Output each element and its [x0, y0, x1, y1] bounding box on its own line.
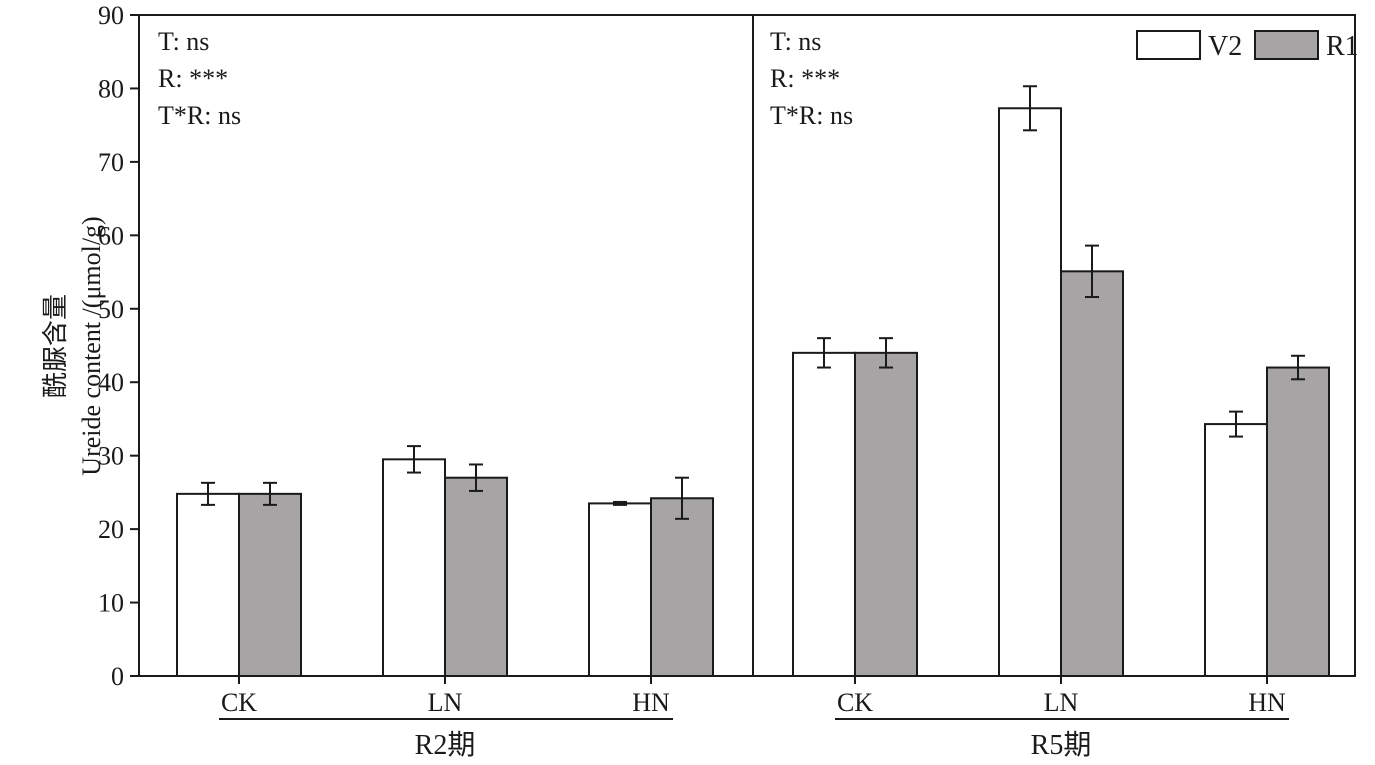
bar-r1-hn [650, 497, 714, 677]
x-category-label: LN [1044, 688, 1079, 717]
bar-r1-hn [1266, 366, 1330, 677]
bar-r1-ln [1060, 270, 1124, 677]
bar-v2-ck [792, 351, 856, 677]
stats-annotation: T*R: ns [158, 101, 241, 130]
y-tick-label: 80 [98, 74, 124, 103]
y-axis-label-cn: 酰脲含量 [41, 294, 71, 398]
y-tick-label: 90 [98, 1, 124, 30]
stats-annotation: T*R: ns [770, 101, 853, 130]
y-tick-label: 30 [98, 442, 124, 471]
y-tick-label: 10 [98, 589, 124, 618]
bar-v2-hn [588, 502, 652, 677]
legend-swatch-v2 [1136, 30, 1201, 60]
stage-label: R5期 [1031, 730, 1092, 761]
stats-annotation: T: ns [158, 27, 209, 56]
y-tick-label: 20 [98, 515, 124, 544]
axes-layer [130, 14, 1356, 720]
bar-v2-ln [382, 458, 446, 678]
stats-annotation: T: ns [770, 27, 821, 56]
plot-frame [138, 14, 1356, 677]
bar-r1-ln [444, 476, 508, 678]
stage-label: R2期 [415, 730, 476, 761]
y-tick-label: 50 [98, 295, 124, 324]
legend-label-v2: V2 [1208, 31, 1242, 62]
y-axis-label-en: Ureide content /(μmol/g) [77, 216, 106, 475]
bar-v2-hn [1204, 423, 1268, 677]
x-category-label: CK [221, 688, 257, 717]
y-axis-label: 酰脲含量 Ureide content /(μmol/g) [41, 216, 106, 475]
y-tick-label: 70 [98, 148, 124, 177]
legend: V2 R1 [1136, 30, 1359, 62]
bar-r1-ck [854, 351, 918, 677]
bar-v2-ck [176, 492, 240, 678]
x-category-label: LN [428, 688, 463, 717]
x-category-label: HN [632, 688, 670, 717]
legend-label-r1: R1 [1326, 31, 1359, 62]
bar-r1-ck [238, 492, 302, 678]
stats-annotation: R: *** [770, 64, 840, 93]
x-category-label: CK [837, 688, 873, 717]
stats-annotation: R: *** [158, 64, 228, 93]
bars-layer [176, 85, 1330, 678]
bar-v2-ln [998, 107, 1062, 678]
legend-swatch-r1 [1254, 30, 1319, 60]
y-tick-label: 60 [98, 221, 124, 250]
labels-layer: 0 10 20 30 40 50 60 70 80 90 酰脲含量 Ureide content /(… [41, 1, 1286, 761]
x-category-label: HN [1248, 688, 1286, 717]
y-tick-label: 0 [111, 662, 124, 691]
y-tick-label: 40 [98, 368, 124, 397]
